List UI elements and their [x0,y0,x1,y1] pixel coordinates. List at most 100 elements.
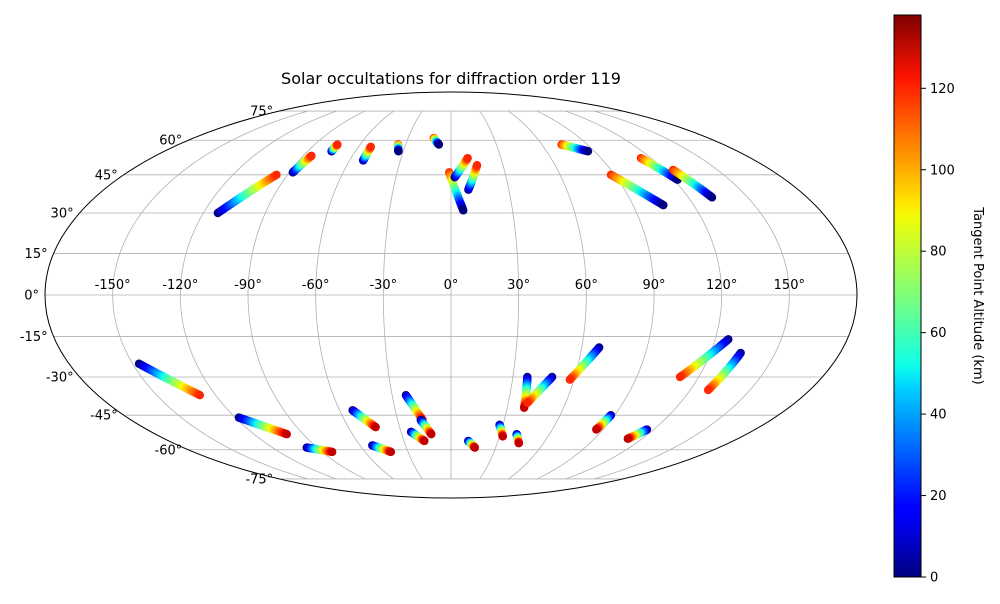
y-tick-label: -75° [245,472,273,487]
x-tick-label: 0° [444,278,459,293]
x-tick-label: 120° [706,278,737,293]
occultation-track-14 [134,359,205,400]
occultation-track-24 [512,429,524,448]
occultation-track-8 [450,153,472,182]
occultation-track-11 [606,170,668,210]
y-tick-label: -60° [155,443,183,458]
colorbar-tick-label: 100 [930,163,955,178]
grid-lines [45,110,857,480]
gridline-lon [594,110,790,480]
y-tick-label: 0° [24,289,39,304]
data-point [195,390,205,400]
x-tick-label: 60° [575,278,598,293]
x-tick-label: 30° [507,278,530,293]
map-outline [44,91,858,499]
occultation-track-3 [327,140,342,156]
colorbar-tick-label: 60 [930,326,947,341]
x-tick-label: -90° [234,278,262,293]
x-tick-label: -120° [162,278,198,293]
colorbar-ticks: 0 20 40 60 80 100 120 [921,82,955,586]
data-point [371,422,380,432]
x-tick-label: 150° [774,278,805,293]
gridline-lon [247,110,366,480]
occultation-track-6 [429,133,444,149]
colorbar-tick-label: 40 [930,408,947,423]
data-point [498,432,507,441]
data-point [675,372,685,382]
gridline-lon [536,110,655,480]
occultation-track-17 [348,406,380,432]
occultation-track-22 [464,436,479,452]
gridline-lon [179,110,337,480]
scatter-tracks [134,133,745,457]
occultation-track-4 [358,142,376,165]
x-tick-label: -30° [369,278,397,293]
occultation-track-5 [393,140,403,156]
gridline-lon [315,110,394,480]
y-tick-label: -45° [90,409,118,424]
occultation-track-18 [368,441,396,457]
data-point [523,398,532,407]
data-point [703,385,713,395]
y-tick-label: 30° [51,206,74,221]
colorbar-tick-label: 0 [930,571,938,586]
x-tick-label: -150° [95,278,131,293]
chart-title: Solar occultations for diffraction order… [281,69,621,88]
data-point [565,375,575,384]
data-point [514,439,524,448]
data-point [434,140,444,149]
data-point [333,140,342,149]
y-tick-label: 60° [159,134,182,149]
data-point [282,429,291,439]
data-point [272,170,281,180]
x-tick-label: -60° [302,278,330,293]
colorbar-tick-label: 80 [930,245,947,260]
data-point [420,436,429,446]
gridline-lon [508,110,587,480]
x-tick-label: 90° [642,278,665,293]
occultation-track-13 [668,165,717,202]
axis-ticks: -150° -120° -90° -60° -30° 0° 30° 60° 90° 120° 150… [20,105,805,488]
occultation-track-16 [302,443,337,457]
y-tick-label: 15° [25,247,48,262]
data-point [470,443,479,452]
colorbar-tick-label: 120 [930,82,955,97]
occultation-track-27 [565,343,604,384]
data-point [307,151,316,161]
occultation-track-26 [523,372,557,407]
colorbar-tick-label: 20 [930,489,947,504]
occultation-track-29 [623,425,652,443]
gridline-lon [382,110,423,480]
colorbar-label: Tangent Point Altitude (km) [970,206,985,384]
gridline-lon [112,110,308,480]
data-point [472,160,482,170]
data-point [459,206,468,215]
data-point [427,429,436,439]
colorbar: 0 20 40 60 80 100 120 Tangent Point Altitude (… [893,14,985,586]
occultation-track-20 [406,427,429,446]
y-tick-label: -30° [46,371,74,386]
occultation-track-23 [495,420,507,441]
data-point [394,147,403,156]
colorbar-gradient [893,14,922,578]
y-tick-label: 75° [250,105,273,120]
data-point [366,142,376,151]
occultation-track-28 [592,410,616,434]
data-point [328,447,337,457]
occultation-track-10 [557,140,593,156]
occultation-track-1 [213,170,281,218]
y-tick-label: 45° [95,168,118,183]
data-point [386,447,396,457]
occultation-track-15 [234,413,291,439]
data-point [463,153,472,163]
occultation-track-9 [464,160,482,194]
occultation-track-21 [416,415,436,439]
data-point [583,147,593,156]
occultation-track-31 [703,348,745,395]
y-tick-label: -15° [20,330,48,345]
occultation-track-2 [288,151,316,177]
data-point [623,434,632,443]
data-point [592,425,601,434]
occultation-track-30 [675,335,733,382]
